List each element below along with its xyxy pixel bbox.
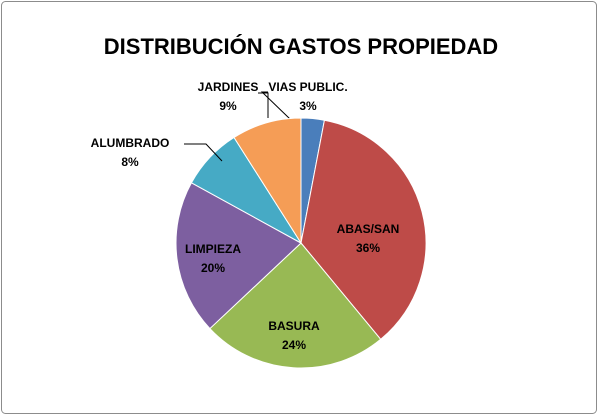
category-label: ALUMBRADO [91,136,170,150]
leader-line [184,143,223,162]
value-label: 24% [282,338,306,352]
category-label: ABAS/SAN [337,222,400,236]
value-label: 8% [121,155,139,169]
pie-slice [209,242,382,369]
pie-slice [300,119,427,341]
pie-slice [233,117,302,245]
category-label: VIAS PUBLIC. [268,80,347,94]
category-label: JARDINES [198,80,259,94]
chart-title: DISTRIBUCIÓN GASTOS PROPIEDAD [104,34,498,59]
pie-slice [175,182,302,330]
leader-line [258,92,269,118]
value-label: 3% [299,99,317,113]
value-label: 9% [219,99,237,113]
value-label: 20% [201,261,225,275]
value-label: 36% [356,241,380,255]
category-label: BASURA [268,319,320,333]
category-label: LIMPIEZA [185,242,241,256]
leader-line [260,91,291,120]
